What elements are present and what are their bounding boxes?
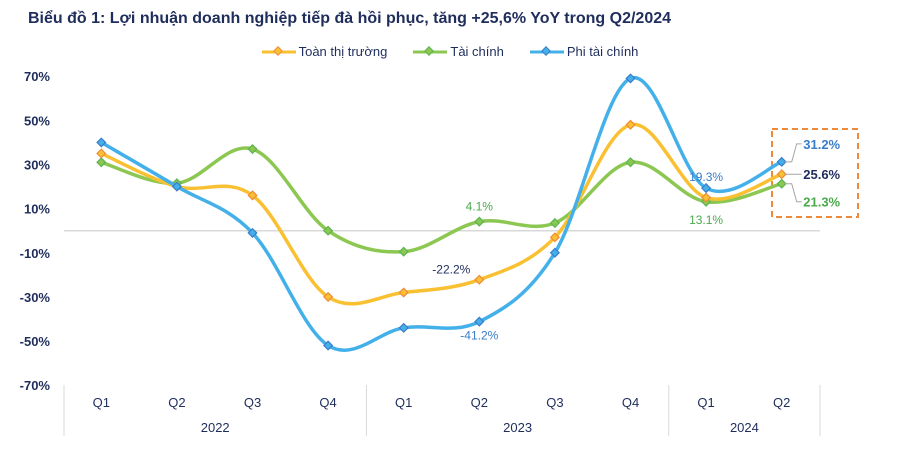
data-point — [776, 178, 787, 189]
data-label: -41.2% — [460, 329, 498, 343]
legend-swatch — [413, 45, 448, 56]
data-point — [549, 217, 560, 229]
x-tick-label: Q1 — [93, 395, 110, 410]
highlight-box — [771, 128, 859, 218]
data-label: 31.2% — [803, 137, 840, 152]
data-point — [247, 227, 258, 238]
data-point — [474, 316, 485, 327]
y-tick-label: -10% — [20, 246, 51, 261]
y-tick-label: 10% — [24, 202, 50, 217]
data-point — [247, 190, 258, 201]
data-point — [776, 156, 787, 167]
data-point — [247, 143, 258, 155]
data-point — [398, 322, 409, 333]
legend: Toàn thị trường Tài chính Phi tài chính — [0, 44, 900, 59]
legend-swatch — [261, 45, 296, 56]
data-point — [398, 287, 409, 298]
x-tick-label: Q4 — [319, 395, 336, 410]
data-point — [323, 340, 334, 351]
y-tick-label: 30% — [24, 157, 50, 172]
legend-label: Tài chính — [450, 44, 504, 59]
legend-label: Toàn thị trường — [298, 44, 388, 59]
data-point — [549, 232, 560, 243]
y-tick-label: 50% — [24, 113, 50, 128]
data-label: -22.2% — [432, 263, 470, 277]
x-tick-label: Q3 — [244, 395, 261, 410]
x-group-label: 2023 — [503, 420, 532, 435]
data-point — [701, 192, 712, 203]
data-point — [474, 274, 485, 285]
data-label: 19.3% — [689, 170, 723, 184]
y-tick-label: -50% — [20, 334, 51, 349]
legend-item: Tài chính — [413, 44, 504, 59]
data-point — [549, 247, 560, 258]
x-tick-label: Q3 — [546, 395, 563, 410]
data-point — [625, 157, 636, 168]
series-line — [99, 76, 784, 352]
x-tick-label: Q4 — [622, 395, 639, 410]
data-point — [323, 291, 334, 303]
data-point — [625, 73, 636, 84]
data-point — [171, 181, 182, 192]
x-tick-label: Q2 — [471, 395, 488, 410]
x-tick-label: Q1 — [697, 395, 714, 410]
chart-title: Biểu đồ 1: Lợi nhuận doanh nghiệp tiếp đ… — [28, 10, 672, 27]
data-point — [474, 216, 485, 227]
leader-line — [784, 143, 802, 163]
data-label: 4.1% — [466, 200, 494, 214]
data-point — [96, 157, 107, 168]
data-point — [625, 119, 636, 130]
legend-item: Toàn thị trường — [261, 44, 388, 59]
leader-line — [784, 183, 802, 203]
data-label: 21.3% — [803, 195, 840, 210]
series-line — [99, 122, 784, 306]
data-point — [96, 137, 107, 148]
y-tick-label: 70% — [24, 69, 50, 84]
x-tick-label: Q2 — [773, 395, 790, 410]
y-tick-label: -70% — [20, 378, 51, 393]
legend-label: Phi tài chính — [566, 44, 639, 59]
y-tick-label: -30% — [20, 290, 51, 305]
data-point — [701, 183, 712, 194]
legend-item: Phi tài chính — [529, 44, 639, 59]
x-group-label: 2022 — [201, 420, 230, 435]
series-line — [99, 146, 784, 254]
legend-swatch — [529, 45, 564, 56]
data-label: 25.6% — [803, 167, 840, 182]
x-group-label: 2024 — [730, 420, 759, 435]
data-point — [96, 148, 107, 159]
data-point — [398, 246, 409, 257]
data-point — [323, 225, 334, 236]
data-label: 13.1% — [689, 213, 723, 227]
data-point — [776, 169, 787, 180]
x-tick-label: Q2 — [168, 395, 185, 410]
x-tick-label: Q1 — [395, 395, 412, 410]
